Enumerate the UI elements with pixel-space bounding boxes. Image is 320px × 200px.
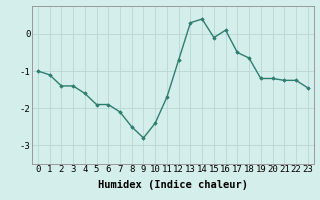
X-axis label: Humidex (Indice chaleur): Humidex (Indice chaleur) (98, 180, 248, 190)
